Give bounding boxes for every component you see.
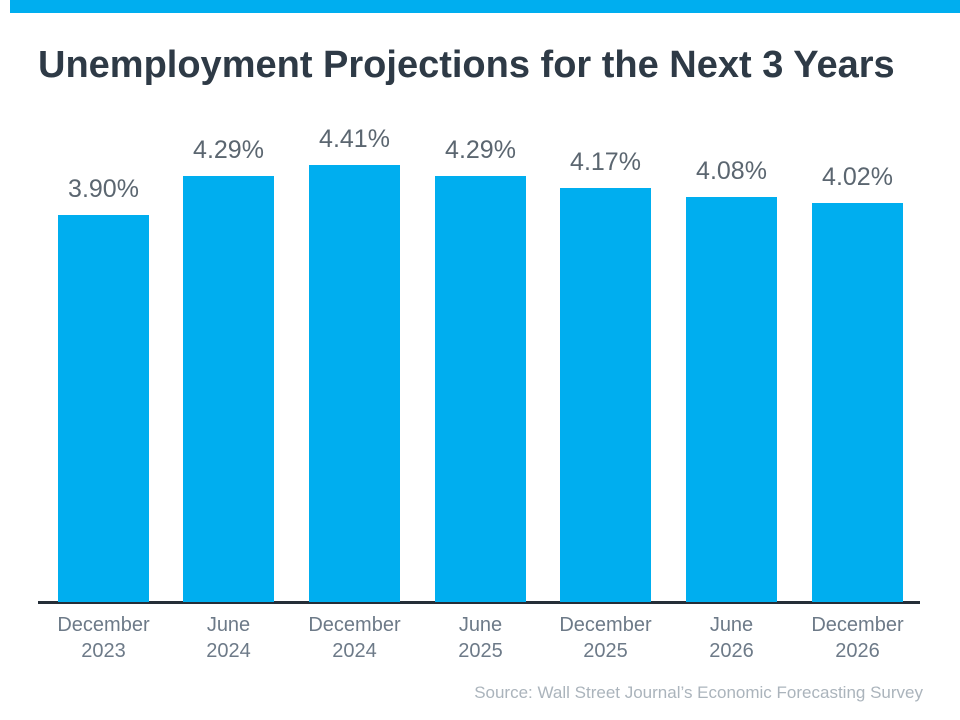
bar-category-label: December 2024 bbox=[255, 612, 455, 664]
x-axis-line bbox=[38, 601, 920, 604]
bar-category-label: December 2026 bbox=[758, 612, 958, 664]
category-label-line: December bbox=[811, 614, 904, 636]
bar bbox=[58, 215, 149, 602]
bar-value-label: 4.17% bbox=[570, 148, 641, 176]
bar-value-label: 4.41% bbox=[319, 125, 390, 153]
bar-category-label: December 2023 bbox=[4, 612, 204, 664]
bar-category-label: December 2025 bbox=[506, 612, 706, 664]
bar-category-label: June 2024 bbox=[129, 612, 329, 664]
category-label-line: December bbox=[559, 614, 652, 636]
category-label-line: 2024 bbox=[206, 640, 251, 662]
category-label-line: December bbox=[57, 614, 150, 636]
category-label-line: 2023 bbox=[81, 640, 126, 662]
bar bbox=[560, 188, 651, 602]
category-label-line: 2024 bbox=[332, 640, 377, 662]
category-label-line: June bbox=[206, 614, 251, 636]
category-label-line: June bbox=[709, 614, 754, 636]
bar bbox=[686, 197, 777, 602]
category-label-line: 2026 bbox=[835, 640, 880, 662]
bar bbox=[812, 203, 903, 602]
bar-value-label: 3.90% bbox=[68, 175, 139, 203]
category-label-line: 2025 bbox=[583, 640, 628, 662]
bar-category-label: June 2026 bbox=[632, 612, 832, 664]
category-label-line: December bbox=[308, 614, 401, 636]
bar-value-label: 4.02% bbox=[822, 163, 893, 191]
source-note: Source: Wall Street Journal’s Economic F… bbox=[474, 683, 923, 702]
page-title: Unemployment Projections for the Next 3 … bbox=[38, 44, 895, 86]
category-label-line: 2026 bbox=[709, 640, 754, 662]
category-label-line: 2025 bbox=[458, 640, 503, 662]
bar bbox=[183, 176, 274, 602]
bar-value-label: 4.08% bbox=[696, 157, 767, 185]
top-accent-bar bbox=[10, 0, 960, 13]
bar-category-label: June 2025 bbox=[381, 612, 581, 664]
bar bbox=[435, 176, 526, 602]
category-label-line: June bbox=[458, 614, 503, 636]
bar-value-label: 4.29% bbox=[193, 136, 264, 164]
bar bbox=[309, 165, 400, 602]
bar-value-label: 4.29% bbox=[445, 136, 516, 164]
